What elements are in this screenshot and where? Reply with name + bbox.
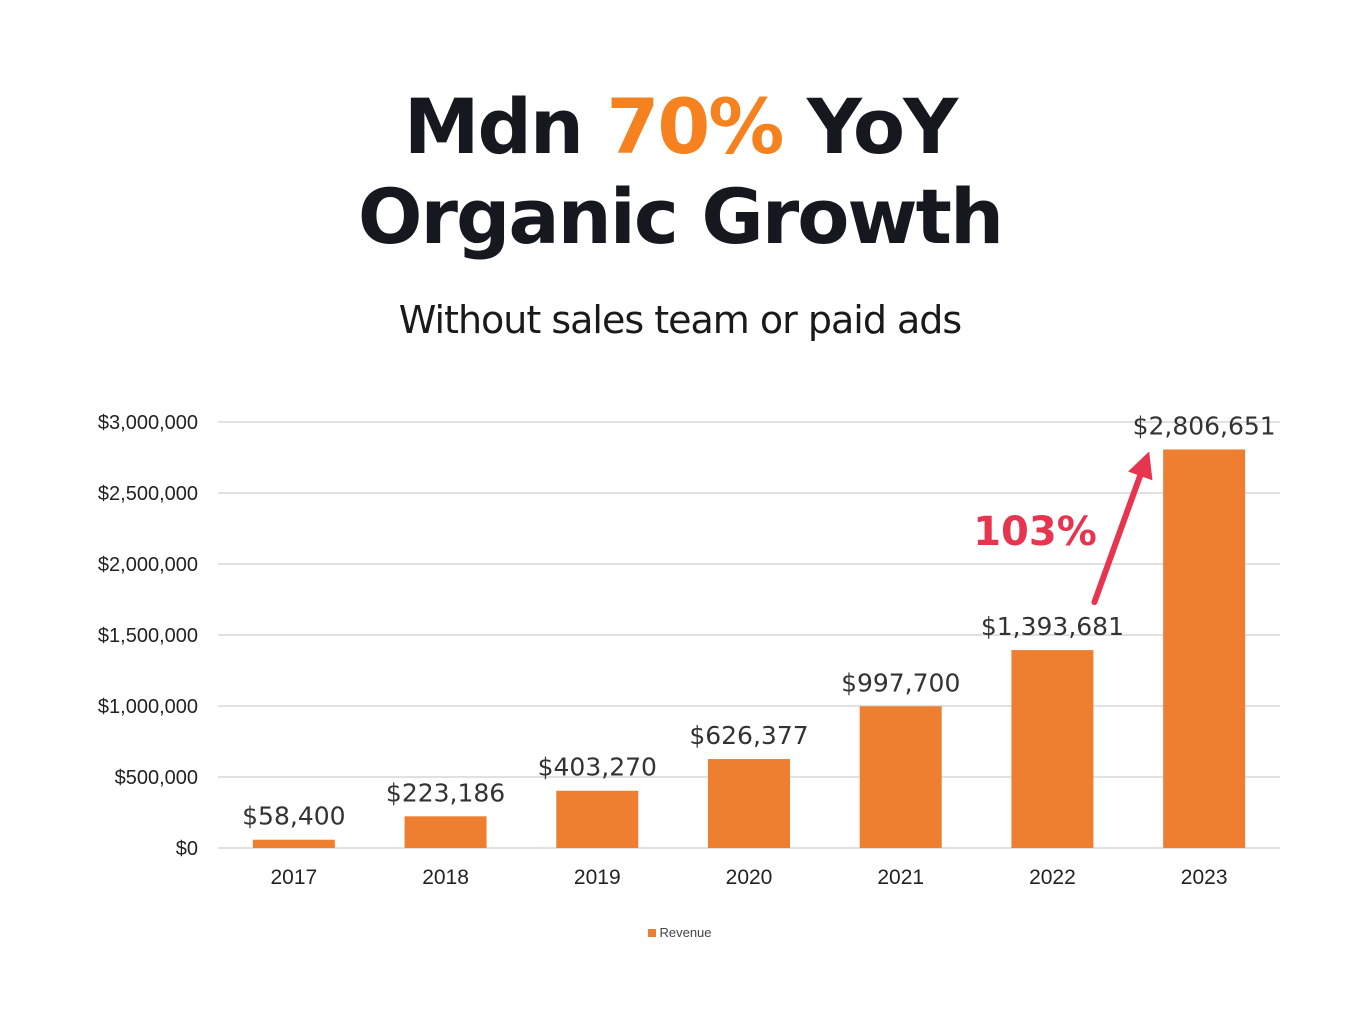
data-label: $2,806,651 bbox=[1133, 411, 1276, 440]
bar bbox=[252, 839, 335, 848]
y-tick-label: $2,000,000 bbox=[98, 554, 198, 576]
data-label: $403,270 bbox=[538, 753, 657, 782]
chart-legend: Revenue bbox=[0, 925, 1360, 940]
x-tick-label: 2021 bbox=[877, 866, 924, 889]
chart-title: Mdn 70% YoY Organic Growth bbox=[0, 82, 1360, 262]
chart-subtitle: Without sales team or paid ads bbox=[398, 298, 962, 342]
y-tick-label: $1,000,000 bbox=[98, 696, 198, 718]
growth-label: 103% bbox=[973, 509, 1097, 555]
x-tick-label: 2020 bbox=[726, 866, 773, 889]
title-prefix: Mdn bbox=[403, 82, 607, 171]
bar bbox=[1163, 449, 1246, 848]
data-label: $626,377 bbox=[689, 721, 808, 750]
y-tick-label: $2,500,000 bbox=[98, 483, 198, 505]
x-tick-label: 2023 bbox=[1181, 866, 1228, 889]
x-tick-label: 2018 bbox=[422, 866, 469, 889]
data-label: $1,393,681 bbox=[981, 612, 1124, 641]
bar bbox=[556, 790, 639, 848]
x-tick-label: 2017 bbox=[270, 866, 317, 889]
legend-swatch bbox=[648, 929, 657, 937]
y-tick-label: $0 bbox=[176, 838, 198, 860]
title-highlight: 70% bbox=[606, 82, 784, 171]
y-axis-tick-labels: $0 $500,000 $1,000,000 $1,500,000 $2,000,000… bbox=[98, 412, 198, 860]
bar bbox=[708, 759, 790, 848]
data-labels: $58,400 $223,186 $403,270 $626,377 $997,700 $… bbox=[242, 411, 1276, 830]
x-tick-label: 2022 bbox=[1029, 866, 1076, 889]
x-axis-tick-labels: 2017 2018 2019 2020 2021 2022 2023 bbox=[270, 866, 1227, 889]
y-tick-label: $3,000,000 bbox=[98, 412, 198, 434]
legend-label: Revenue bbox=[659, 925, 712, 940]
bar bbox=[1011, 650, 1094, 848]
arrow-head bbox=[1128, 451, 1153, 481]
y-tick-label: $1,500,000 bbox=[98, 625, 198, 647]
bar bbox=[404, 816, 487, 848]
title-line-2: Organic Growth bbox=[357, 172, 1004, 261]
bar bbox=[859, 706, 942, 848]
growth-annotation: 103% bbox=[973, 451, 1153, 606]
arrow-shaft bbox=[1091, 464, 1147, 606]
data-label: $997,700 bbox=[841, 668, 960, 697]
title-suffix: YoY bbox=[782, 82, 958, 171]
bars bbox=[252, 449, 1246, 848]
data-label: $223,186 bbox=[386, 778, 505, 807]
x-tick-label: 2019 bbox=[574, 866, 621, 889]
title-line-1: Mdn 70% YoY bbox=[0, 82, 1360, 172]
y-tick-label: $500,000 bbox=[115, 767, 198, 789]
data-label: $58,400 bbox=[242, 802, 345, 831]
